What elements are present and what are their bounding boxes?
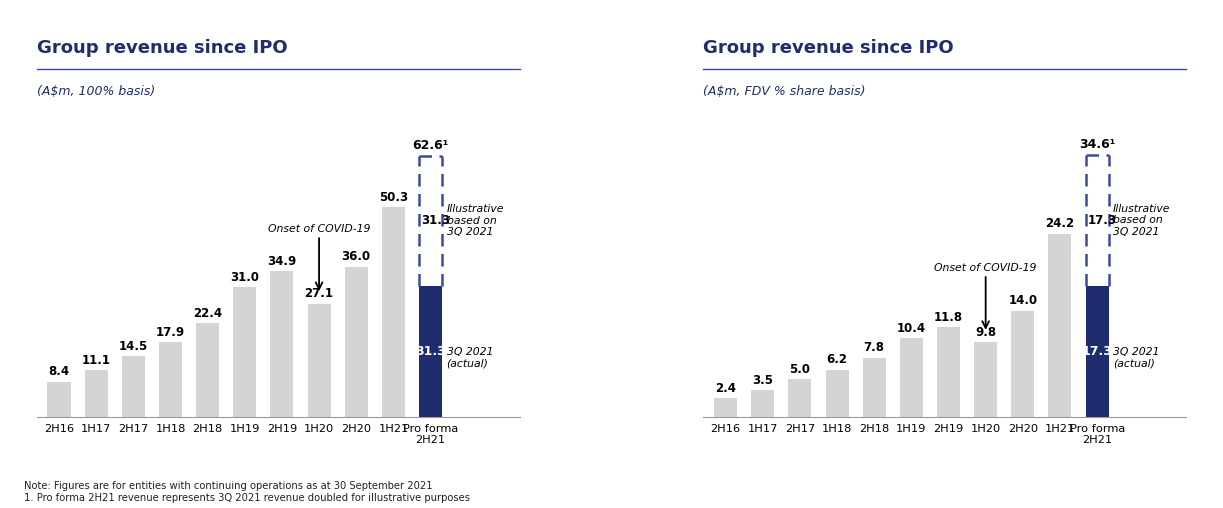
Bar: [419, 286, 442, 417]
Text: 24.2: 24.2: [1046, 217, 1075, 230]
Bar: [1011, 311, 1035, 417]
Text: Onset of COVID-19: Onset of COVID-19: [268, 224, 371, 234]
Bar: [122, 356, 144, 417]
Bar: [84, 370, 108, 417]
Text: 14.0: 14.0: [1008, 295, 1037, 307]
Text: 11.1: 11.1: [82, 354, 110, 367]
Text: Illustrative
based on
3Q 2021: Illustrative based on 3Q 2021: [446, 204, 504, 237]
Bar: [900, 338, 923, 417]
Text: 17.9: 17.9: [155, 326, 185, 339]
Text: 5.0: 5.0: [789, 363, 811, 375]
Text: Onset of COVID-19: Onset of COVID-19: [934, 263, 1037, 273]
Text: (A$m, 100% basis): (A$m, 100% basis): [37, 85, 155, 98]
Bar: [862, 358, 885, 417]
Text: 31.3: 31.3: [421, 214, 450, 228]
Text: 31.0: 31.0: [230, 271, 259, 284]
Text: Illustrative
based on
3Q 2021: Illustrative based on 3Q 2021: [1113, 204, 1170, 237]
Bar: [751, 390, 774, 417]
Text: 62.6¹: 62.6¹: [412, 139, 449, 152]
Text: 6.2: 6.2: [827, 354, 848, 366]
Bar: [234, 288, 257, 417]
Text: 14.5: 14.5: [119, 340, 148, 353]
Text: 2.4: 2.4: [715, 382, 736, 395]
Text: 3Q 2021
(actual): 3Q 2021 (actual): [1113, 347, 1159, 368]
Text: 31.3: 31.3: [415, 345, 446, 358]
Text: 8.4: 8.4: [49, 365, 70, 378]
Text: 3.5: 3.5: [752, 374, 773, 387]
Bar: [937, 327, 960, 417]
Bar: [1086, 286, 1109, 417]
Bar: [48, 382, 71, 417]
Text: 9.8: 9.8: [975, 326, 997, 339]
Text: Group revenue since IPO: Group revenue since IPO: [703, 39, 954, 56]
Text: (A$m, FDV % share basis): (A$m, FDV % share basis): [703, 85, 866, 98]
Bar: [826, 370, 849, 417]
Text: 11.8: 11.8: [934, 311, 963, 324]
Text: 27.1: 27.1: [305, 288, 334, 300]
Bar: [382, 207, 405, 417]
Text: 7.8: 7.8: [863, 341, 884, 355]
Text: 10.4: 10.4: [896, 322, 926, 335]
Text: 34.9: 34.9: [268, 255, 296, 268]
Bar: [975, 342, 997, 417]
Text: Group revenue since IPO: Group revenue since IPO: [37, 39, 287, 56]
Text: 17.3: 17.3: [1087, 214, 1117, 227]
Bar: [307, 304, 330, 417]
Bar: [270, 271, 294, 417]
Bar: [789, 379, 811, 417]
Bar: [159, 342, 182, 417]
Bar: [196, 323, 219, 417]
Text: 34.6¹: 34.6¹: [1079, 138, 1115, 151]
Bar: [714, 398, 737, 417]
Bar: [345, 267, 368, 417]
Bar: [1048, 234, 1071, 417]
Text: 17.3: 17.3: [1081, 344, 1113, 358]
Text: 36.0: 36.0: [341, 250, 371, 263]
Text: 3Q 2021
(actual): 3Q 2021 (actual): [446, 347, 493, 369]
Text: 50.3: 50.3: [379, 190, 408, 204]
Text: Note: Figures are for entities with continuing operations as at 30 September 202: Note: Figures are for entities with cont…: [24, 481, 471, 503]
Text: 22.4: 22.4: [193, 307, 223, 320]
